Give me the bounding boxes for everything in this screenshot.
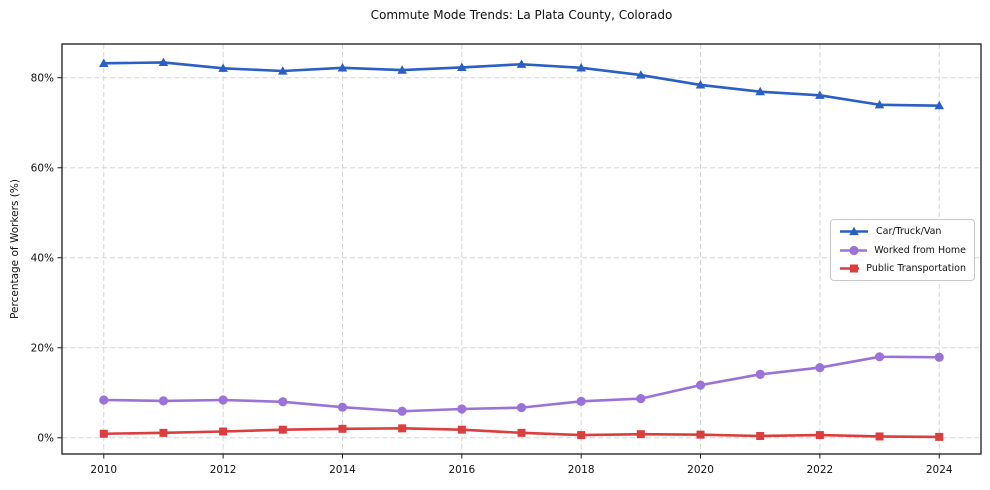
series-car-truck-van: [98, 57, 945, 110]
x-tick-label: 2012: [210, 464, 237, 476]
circle-marker: [636, 394, 646, 404]
axes-border: [61, 43, 982, 455]
circle-marker: [576, 396, 586, 406]
series-public-transportation: [99, 424, 944, 441]
circle-marker: [695, 380, 706, 390]
triangle-marker: [397, 65, 407, 74]
x-tick-label: 2018: [568, 464, 595, 476]
square-marker: [935, 432, 944, 441]
square-marker: [517, 428, 526, 437]
square-marker: [278, 425, 287, 434]
square-marker: [875, 432, 884, 441]
square-marker: [398, 424, 407, 433]
circle-marker: [815, 362, 825, 373]
legend-item-public-transportation: Public Transportation: [839, 263, 966, 274]
x-tick-label: 2020: [687, 464, 714, 476]
triangle-marker: [636, 70, 646, 79]
x-tick-label: 2014: [329, 464, 356, 476]
circle-marker: [874, 352, 885, 362]
legend-item-worked-from-home: Worked from Home: [839, 245, 966, 256]
triangle-marker: [755, 86, 766, 96]
y-tick-label: 80%: [31, 72, 54, 84]
triangle-marker: [277, 66, 288, 75]
square-marker: [219, 427, 228, 436]
legend-square-marker: [850, 264, 858, 273]
square-marker: [756, 431, 765, 440]
series-worked-from-home: [99, 352, 944, 416]
legend-circle-swatch: [840, 245, 868, 255]
y-tick-label: 20%: [31, 342, 54, 354]
triangle-marker: [695, 80, 706, 89]
legend-label: Worked from Home: [874, 244, 966, 256]
legend-triangle-swatch: [840, 226, 868, 236]
legend-triangle-marker: [849, 226, 859, 236]
y-tick-label: 40%: [31, 252, 54, 264]
legend-label: Public Transportation: [866, 263, 966, 274]
square-marker: [99, 429, 108, 438]
circle-marker: [397, 406, 407, 416]
legend: Car/Truck/Van Worked from Home Public Tran…: [830, 219, 975, 281]
x-tick-label: 2010: [90, 464, 117, 476]
square-marker: [159, 428, 168, 437]
circle-marker: [516, 403, 527, 413]
chart-title: Commute Mode Trends: La Plata County, Co…: [370, 8, 673, 22]
circle-marker: [337, 402, 348, 412]
x-tick-label: 2024: [926, 464, 953, 476]
y-tick-label: 0%: [37, 432, 54, 444]
circle-marker: [158, 396, 169, 406]
triangle-marker: [516, 59, 527, 68]
x-tick-label: 2016: [448, 464, 475, 476]
circle-marker: [934, 352, 944, 362]
square-marker: [815, 431, 824, 440]
triangle-marker: [576, 63, 586, 72]
square-marker: [338, 424, 347, 433]
triangle-marker: [874, 99, 885, 109]
triangle-marker: [934, 100, 945, 110]
y-tick-label: 60%: [31, 162, 54, 174]
triangle-marker: [337, 63, 348, 72]
legend-circle-marker: [849, 245, 859, 255]
circle-marker: [99, 395, 109, 405]
x-tick-label: 2022: [807, 464, 834, 476]
triangle-marker: [815, 90, 825, 99]
series-line: [102, 61, 941, 107]
legend-label: Car/Truck/Van: [876, 226, 942, 237]
square-marker: [457, 425, 466, 434]
circle-marker: [457, 404, 467, 414]
circle-marker: [218, 395, 228, 405]
square-marker: [636, 430, 645, 439]
circle-marker: [278, 397, 288, 407]
legend-item-car-truck-van: Car/Truck/Van: [839, 226, 966, 237]
triangle-marker: [457, 62, 467, 72]
circle-marker: [755, 369, 765, 379]
triangle-marker: [158, 57, 169, 67]
triangle-marker: [98, 58, 109, 67]
square-marker: [577, 431, 586, 440]
square-marker: [696, 430, 705, 439]
triangle-marker: [218, 63, 228, 72]
legend-square-swatch: [840, 264, 860, 273]
